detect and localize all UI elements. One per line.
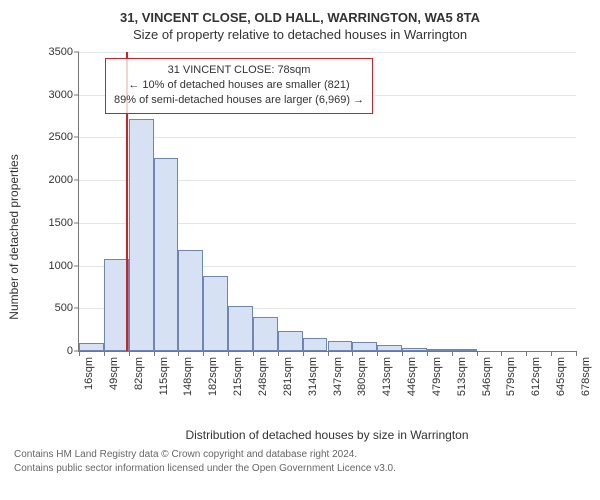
histogram-bar <box>154 158 179 351</box>
gridline <box>79 137 576 138</box>
y-tick-label: 2500 <box>49 131 79 143</box>
y-tick-label: 1500 <box>49 217 79 229</box>
histogram-bar <box>79 343 104 351</box>
x-tick-label: 248sqm <box>257 357 269 396</box>
annotation-line-2: ← 10% of detached houses are smaller (82… <box>114 78 364 93</box>
histogram-bar <box>129 119 154 351</box>
x-tick-label: 49sqm <box>108 357 120 390</box>
x-tick-label: 281sqm <box>282 357 294 396</box>
x-tick-label: 347sqm <box>332 357 344 396</box>
x-tick-mark <box>551 351 552 356</box>
histogram-bar <box>452 349 477 351</box>
histogram-bar <box>427 349 452 351</box>
x-tick-label: 148sqm <box>182 357 194 396</box>
x-tick-mark <box>79 351 80 356</box>
x-tick-mark <box>253 351 254 356</box>
x-tick-mark <box>104 351 105 356</box>
y-tick-label: 500 <box>55 302 79 314</box>
x-axis-label: Distribution of detached houses by size … <box>68 428 586 442</box>
annotation-line-1: 31 VINCENT CLOSE: 78sqm <box>114 63 364 78</box>
x-tick-mark <box>303 351 304 356</box>
histogram-bar <box>178 250 203 351</box>
x-tick-mark <box>402 351 403 356</box>
y-tick-label: 3000 <box>49 89 79 101</box>
x-tick-mark <box>352 351 353 356</box>
x-tick-label: 413sqm <box>381 357 393 396</box>
figure-frame: 31, VINCENT CLOSE, OLD HALL, WARRINGTON,… <box>0 0 600 500</box>
histogram-bar <box>253 317 278 351</box>
x-tick-mark <box>328 351 329 356</box>
x-tick-label: 182sqm <box>207 357 219 396</box>
histogram-bar <box>228 306 253 351</box>
x-tick-label: 314sqm <box>307 357 319 396</box>
y-tick-label: 3500 <box>49 46 79 58</box>
x-tick-mark <box>452 351 453 356</box>
x-tick-mark <box>278 351 279 356</box>
footer-line-1: Contains HM Land Registry data © Crown c… <box>14 448 586 462</box>
histogram-bar <box>352 342 377 351</box>
x-tick-label: 215sqm <box>232 357 244 396</box>
x-tick-mark <box>501 351 502 356</box>
footer: Contains HM Land Registry data © Crown c… <box>14 448 586 475</box>
title-line-2: Size of property relative to detached ho… <box>14 27 586 42</box>
x-tick-label: 16sqm <box>83 357 95 390</box>
annotation-line-3: 89% of semi-detached houses are larger (… <box>114 93 364 108</box>
x-tick-mark <box>203 351 204 356</box>
histogram-bar <box>402 348 427 351</box>
x-tick-label: 82sqm <box>133 357 145 390</box>
x-tick-mark <box>526 351 527 356</box>
x-tick-mark <box>427 351 428 356</box>
footer-line-2: Contains public sector information licen… <box>14 462 586 476</box>
histogram-bar <box>328 341 353 351</box>
x-tick-label: 612sqm <box>530 357 542 396</box>
x-tick-mark <box>576 351 577 356</box>
gridline <box>79 52 576 53</box>
x-tick-label: 479sqm <box>431 357 443 396</box>
y-tick-label: 1000 <box>49 260 79 272</box>
histogram-bar <box>278 331 303 351</box>
y-tick-label: 0 <box>67 345 79 357</box>
x-tick-mark <box>477 351 478 356</box>
x-tick-label: 678sqm <box>580 357 592 396</box>
histogram-bar <box>203 276 228 351</box>
annotation-box: 31 VINCENT CLOSE: 78sqm ← 10% of detache… <box>105 58 373 114</box>
plot-region: 050010001500200025003000350016sqm49sqm82… <box>78 52 576 352</box>
y-tick-label: 2000 <box>49 174 79 186</box>
y-axis-label: Number of detached properties <box>7 154 21 319</box>
x-tick-label: 579sqm <box>505 357 517 396</box>
x-tick-label: 513sqm <box>456 357 468 396</box>
x-tick-label: 380sqm <box>356 357 368 396</box>
x-tick-label: 645sqm <box>555 357 567 396</box>
x-tick-mark <box>228 351 229 356</box>
chart-area: Number of detached properties 0500100015… <box>24 48 584 426</box>
title-line-1: 31, VINCENT CLOSE, OLD HALL, WARRINGTON,… <box>14 10 586 25</box>
histogram-bar <box>377 345 402 351</box>
x-tick-label: 115sqm <box>158 357 170 395</box>
x-tick-mark <box>154 351 155 356</box>
x-tick-mark <box>178 351 179 356</box>
x-tick-label: 446sqm <box>406 357 418 396</box>
x-tick-label: 546sqm <box>481 357 493 396</box>
histogram-bar <box>303 338 328 351</box>
x-tick-mark <box>377 351 378 356</box>
x-tick-mark <box>129 351 130 356</box>
